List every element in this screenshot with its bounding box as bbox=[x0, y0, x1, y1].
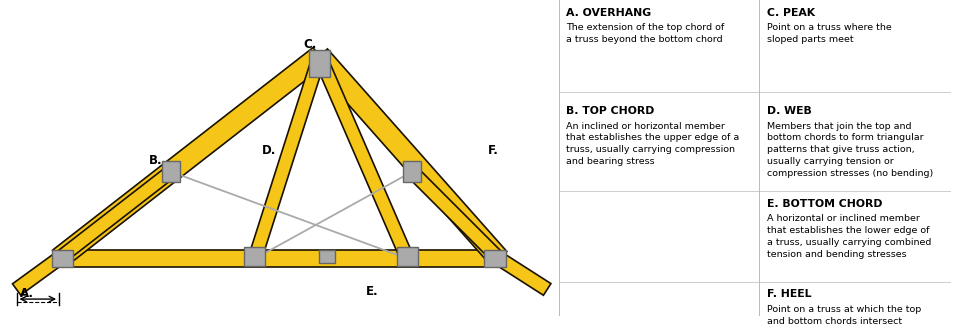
Polygon shape bbox=[495, 253, 551, 295]
Bar bbox=[244, 247, 266, 266]
Bar bbox=[485, 250, 506, 267]
Text: F.: F. bbox=[488, 144, 499, 157]
Text: A. OVERHANG: A. OVERHANG bbox=[567, 8, 652, 18]
Polygon shape bbox=[312, 49, 507, 266]
Text: E.: E. bbox=[365, 285, 378, 298]
Text: B. TOP CHORD: B. TOP CHORD bbox=[567, 106, 655, 116]
Text: C. PEAK: C. PEAK bbox=[767, 8, 815, 18]
Polygon shape bbox=[248, 54, 326, 261]
Bar bbox=[397, 247, 418, 266]
Polygon shape bbox=[59, 250, 499, 267]
Text: Point on a truss at which the top
and bottom chords intersect: Point on a truss at which the top and bo… bbox=[767, 305, 921, 326]
Polygon shape bbox=[407, 167, 504, 263]
Text: C.: C. bbox=[303, 38, 317, 51]
Bar bbox=[319, 250, 335, 263]
Text: D. WEB: D. WEB bbox=[767, 106, 812, 116]
Text: A horizontal or inclined member
that establishes the lower edge of
a truss, usua: A horizontal or inclined member that est… bbox=[767, 214, 931, 258]
Bar bbox=[52, 250, 73, 267]
Text: E. BOTTOM CHORD: E. BOTTOM CHORD bbox=[767, 199, 882, 209]
Text: Members that join the top and
bottom chords to form triangular
patterns that giv: Members that join the top and bottom cho… bbox=[767, 122, 933, 178]
Text: D.: D. bbox=[262, 144, 276, 157]
Text: An inclined or horizontal member
that establishes the upper edge of a
truss, usu: An inclined or horizontal member that es… bbox=[567, 122, 740, 166]
Text: Point on a truss where the
sloped parts meet: Point on a truss where the sloped parts … bbox=[767, 23, 892, 44]
Polygon shape bbox=[55, 166, 175, 264]
Text: F. HEEL: F. HEEL bbox=[767, 289, 812, 299]
Text: The extension of the top chord of
a truss beyond the bottom chord: The extension of the top chord of a trus… bbox=[567, 23, 725, 44]
Text: A.: A. bbox=[21, 287, 34, 300]
Polygon shape bbox=[314, 53, 413, 261]
Bar bbox=[404, 161, 421, 182]
Polygon shape bbox=[53, 48, 326, 267]
Text: B.: B. bbox=[149, 154, 162, 167]
Bar bbox=[309, 50, 330, 77]
Bar bbox=[162, 161, 180, 182]
Polygon shape bbox=[13, 253, 64, 295]
